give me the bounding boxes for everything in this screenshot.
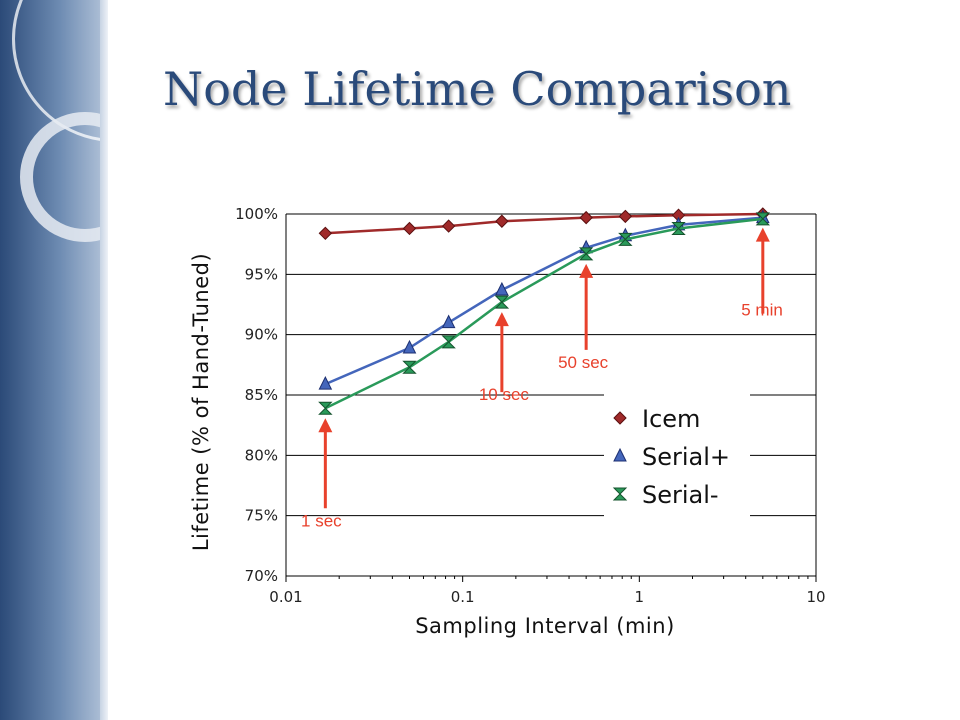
legend-label: Serial- — [642, 481, 719, 509]
decorative-side-band — [0, 0, 108, 720]
data-point-icem — [579, 210, 593, 225]
series-line-serial-minus — [324, 217, 763, 410]
legend-label: Icem — [642, 405, 700, 433]
chart-axes: 70% 75% 80% 85% 90% 95% 100% 0.01 0.1 1 10 — [235, 205, 825, 606]
series-line-icem — [325, 212, 763, 235]
legend-box — [604, 394, 750, 518]
x-tick-label: 10 — [806, 588, 825, 606]
data-point-serial-minus — [755, 212, 771, 226]
chart-annotations: 1 sec 10 sec 50 sec 5 min — [301, 227, 783, 530]
x-axis-title: Sampling Interval (min) — [415, 614, 675, 638]
data-point-icem — [318, 226, 333, 241]
x-tick-label: 1 — [635, 588, 645, 606]
data-point-serial-minus — [671, 221, 686, 235]
slide-title: Node Lifetime Comparison — [163, 62, 792, 116]
x-tick-label: 0.1 — [451, 588, 475, 606]
annotation-label: 50 sec — [558, 353, 609, 372]
chart-series — [318, 207, 771, 415]
annotation-label: 5 min — [741, 301, 783, 320]
data-point-serial-plus — [318, 376, 333, 390]
x-tick-label: 0.01 — [269, 588, 302, 606]
data-point-serial-plus — [495, 281, 509, 296]
data-point-icem — [495, 214, 509, 228]
annotation-label: 1 sec — [301, 511, 342, 530]
legend-label: Serial+ — [642, 443, 730, 471]
data-point-serial-plus — [441, 314, 456, 329]
chart-legend: Icem Serial+ Serial- — [604, 394, 750, 518]
data-point-serial-plus — [402, 339, 417, 354]
y-tick-label: 85% — [245, 386, 278, 404]
annotation-arrowhead — [755, 227, 770, 242]
y-tick-label: 100% — [235, 205, 278, 223]
annotation-arrowhead — [318, 418, 333, 433]
annotation-arrowhead — [579, 263, 594, 278]
y-tick-label: 70% — [245, 567, 278, 585]
y-tick-label: 90% — [245, 326, 278, 344]
data-point-icem — [618, 209, 633, 224]
data-point-serial-minus — [402, 360, 417, 374]
data-point-serial-minus — [441, 335, 456, 349]
y-tick-label: 95% — [245, 265, 278, 283]
series-line-serial-plus — [324, 216, 763, 386]
data-point-icem — [402, 221, 417, 236]
y-axis-title: Lifetime (% of Hand-Tuned) — [189, 253, 213, 551]
data-point-serial-minus — [618, 232, 633, 246]
y-tick-label: 75% — [245, 507, 278, 525]
legend-marker-serial-minus — [612, 487, 628, 501]
legend-marker-serial-plus — [613, 447, 627, 462]
annotation-arrowhead — [494, 312, 509, 327]
data-point-icem — [441, 219, 456, 233]
data-point-serial-minus — [318, 401, 333, 415]
y-tick-label: 80% — [245, 446, 278, 464]
annotation-label: 10 sec — [479, 385, 530, 404]
data-point-serial-minus — [494, 295, 510, 309]
data-point-serial-minus — [578, 247, 594, 261]
legend-marker-icem — [613, 411, 627, 425]
decorative-side-edge — [100, 0, 108, 720]
